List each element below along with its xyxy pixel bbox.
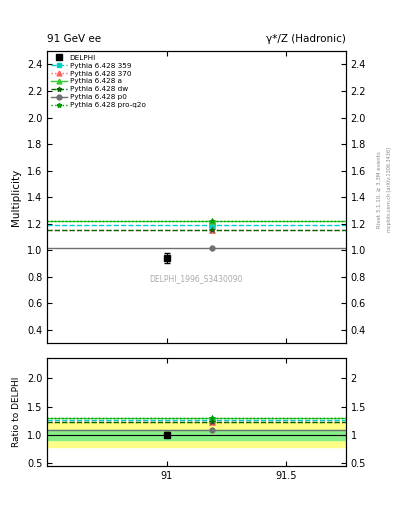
Text: γ*/Z (Hadronic): γ*/Z (Hadronic) xyxy=(266,33,346,44)
Text: DELPHI_1996_S3430090: DELPHI_1996_S3430090 xyxy=(150,274,243,283)
Text: Rivet 3.1.10, ≥ 3.3M events: Rivet 3.1.10, ≥ 3.3M events xyxy=(377,151,382,228)
Y-axis label: Ratio to DELPHI: Ratio to DELPHI xyxy=(12,377,21,447)
Text: mcplots.cern.ch [arXiv:1306.3436]: mcplots.cern.ch [arXiv:1306.3436] xyxy=(387,147,391,232)
Text: 91 GeV ee: 91 GeV ee xyxy=(47,33,101,44)
Legend: DELPHI, Pythia 6.428 359, Pythia 6.428 370, Pythia 6.428 a, Pythia 6.428 dw, Pyt: DELPHI, Pythia 6.428 359, Pythia 6.428 3… xyxy=(50,53,147,110)
Y-axis label: Multiplicity: Multiplicity xyxy=(11,168,21,226)
